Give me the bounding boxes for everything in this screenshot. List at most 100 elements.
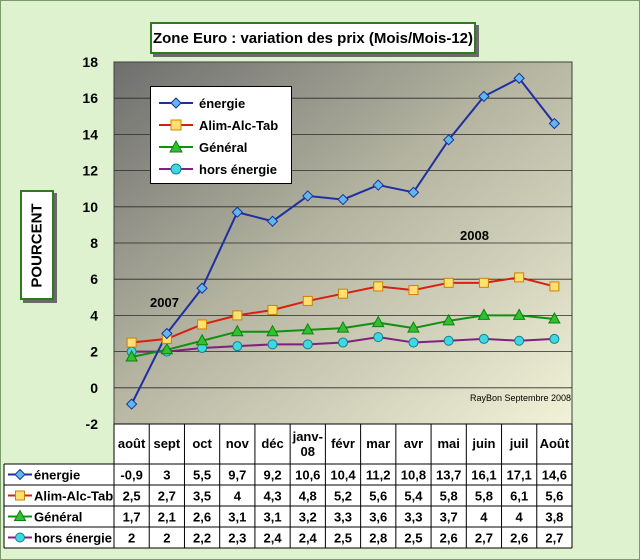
x-tick-label: avr [404, 436, 424, 451]
data-point [232, 341, 243, 352]
data-point [338, 337, 348, 348]
data-point [232, 310, 243, 321]
table-cell-value: 17,1 [506, 468, 531, 483]
legend-marker-square-icon [159, 119, 193, 131]
data-point [267, 339, 278, 350]
table-cell-value: 3,8 [545, 510, 563, 525]
legend-label: Général [199, 139, 248, 155]
annotation-2007: 2007 [150, 295, 179, 310]
table-cell-value: 3 [163, 468, 170, 483]
table-cell-value: 10,4 [330, 468, 356, 483]
gridlines [114, 97, 572, 389]
data-point [337, 193, 349, 206]
table-cell-value: 4 [480, 510, 488, 525]
data-point [408, 337, 419, 348]
data-point [336, 321, 350, 333]
x-tick-label: août [118, 436, 146, 451]
credit-text: RayBon Septembre 2008 [470, 393, 572, 403]
table-cell-value: -0,9 [120, 468, 142, 483]
data-point [13, 509, 27, 521]
table-cell-value: 2,5 [404, 531, 422, 546]
legend-marker-triangle-icon [159, 140, 193, 153]
table-cell-value: 2,7 [545, 531, 563, 546]
data-point [160, 342, 174, 355]
x-tick-label: juil [509, 436, 529, 451]
table-cell-value: 2,6 [193, 510, 211, 525]
data-point [514, 335, 525, 346]
y-tick-label: 8 [90, 235, 98, 251]
table-cell-value: 2 [163, 531, 170, 546]
data-point [338, 288, 348, 299]
y-tick-label: 0 [90, 380, 98, 396]
table-cell-value: 2,5 [334, 531, 352, 546]
data-point [477, 308, 491, 320]
y-axis-label: POURCENT [20, 190, 54, 300]
legend-label: hors énergie [199, 161, 278, 177]
table-cell-value: 2,7 [475, 531, 493, 546]
table-cell-value: 5,5 [193, 468, 211, 483]
data-point [549, 281, 560, 292]
data-point [514, 272, 525, 283]
x-tick-label: juin [471, 436, 495, 451]
y-tick-label: 4 [90, 307, 98, 323]
data-point [548, 117, 561, 130]
data-point [230, 324, 244, 337]
x-tick-label: déc [261, 436, 283, 451]
y-tick-label: 18 [82, 54, 98, 70]
table-cell-value: 5,8 [440, 489, 458, 504]
x-tick-label: oct [192, 436, 212, 451]
table-row-label: énergie [34, 468, 80, 483]
table-cell-value: 4,3 [263, 489, 281, 504]
data-point [478, 277, 489, 288]
table-cell-value: 2,2 [193, 531, 211, 546]
table-cell-value: 3,5 [193, 489, 211, 504]
y-tick-label: 2 [90, 344, 98, 360]
data-point [196, 282, 208, 294]
table-cell-value: 2,1 [158, 510, 176, 525]
data-point [478, 333, 489, 344]
table-cell-value: 14,6 [542, 468, 567, 483]
data-point [478, 90, 490, 103]
data-point [301, 322, 315, 335]
data-point [442, 134, 455, 146]
y-tick-labels: -2 0 2 4 6 8 10 12 14 16 18 [82, 54, 98, 432]
chart-title-text: Zone Euro : variation des prix (Mois/Moi… [152, 29, 474, 47]
data-point [126, 337, 137, 348]
table-cell-value: 3,3 [334, 510, 352, 525]
x-tick-label: mai [437, 436, 459, 451]
data-point [442, 313, 456, 326]
table-cell-value: 2,4 [263, 531, 282, 546]
table-row-label: hors énergie [34, 531, 112, 546]
table-cell-value: 2,6 [510, 531, 528, 546]
table-cell-value: 5,8 [475, 489, 493, 504]
legend-marker-circle-icon [159, 163, 193, 175]
data-point [15, 490, 25, 501]
data-point [372, 179, 384, 191]
table-cell-value: 6,1 [510, 489, 528, 504]
table-cell-value: 2,5 [123, 489, 141, 504]
data-point [373, 281, 384, 292]
table-cell-value: 9,2 [263, 468, 281, 483]
x-tick-label: Août [540, 436, 570, 451]
table-cell-value: 3,2 [299, 510, 317, 525]
y-axis-label-text: POURCENT [28, 202, 46, 288]
data-point [549, 333, 560, 344]
table-cell-value: 2 [128, 531, 135, 546]
data-point [231, 206, 244, 218]
data-point [513, 72, 525, 84]
data-point [302, 190, 314, 202]
data-point [266, 324, 279, 337]
legend-item-general: Général [159, 137, 289, 157]
y-tick-label: 10 [82, 199, 98, 215]
data-point [15, 532, 25, 543]
table-cell-value: 9,7 [228, 468, 246, 483]
table-cell-value: 3,6 [369, 510, 387, 525]
table-cell-value: 5,6 [545, 489, 563, 504]
table-cell-value: 1,7 [123, 510, 141, 525]
y-tick-label: 16 [82, 90, 98, 106]
table-cell-value: 3,3 [404, 510, 422, 525]
y-tick-label: 6 [90, 271, 98, 287]
legend-marker-diamond-icon [159, 97, 193, 109]
table-cell-value: 2,8 [369, 531, 387, 546]
